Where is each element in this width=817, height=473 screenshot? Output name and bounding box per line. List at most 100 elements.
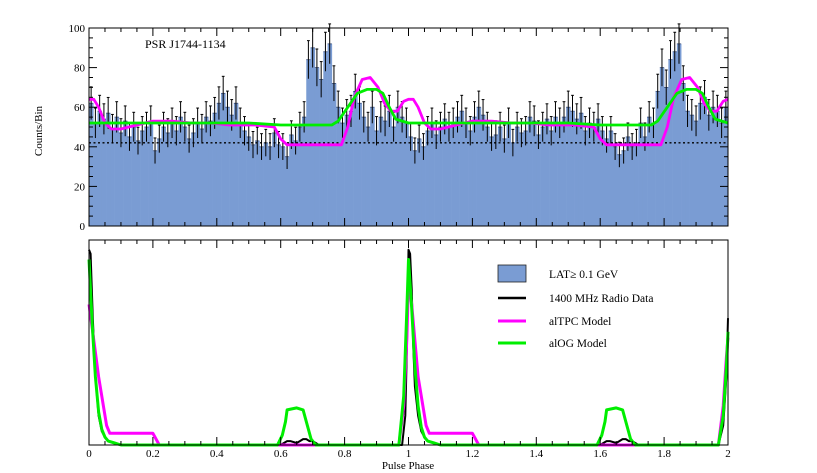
histogram-bar: [480, 115, 486, 226]
histogram-bar: [600, 130, 605, 226]
legend-label-lat: LAT≥ 0.1 GeV: [549, 269, 619, 281]
histogram-bar: [370, 107, 375, 226]
histogram-bars: [89, 43, 729, 227]
histogram-bar: [651, 123, 656, 226]
histogram-bar: [544, 119, 550, 226]
histogram-bar: [127, 136, 132, 226]
histogram-bar: [353, 91, 358, 226]
histogram-bar: [549, 130, 554, 226]
histogram-bar: [365, 127, 371, 226]
histogram-bar: [114, 117, 120, 226]
histogram-bar: [284, 156, 290, 226]
histogram-bar: [293, 140, 299, 226]
histogram-bar: [404, 123, 409, 226]
histogram-bar: [348, 111, 354, 226]
histogram-bar: [208, 121, 213, 226]
histogram-bar: [131, 127, 137, 226]
histogram-bar: [144, 127, 149, 226]
histogram-bar: [702, 97, 707, 226]
histogram-bar: [101, 119, 107, 226]
histogram-bar: [553, 117, 558, 226]
histogram-bar: [608, 130, 614, 226]
histogram-bar: [212, 113, 218, 226]
histogram-bar: [642, 136, 648, 226]
histogram-bar: [557, 123, 563, 226]
histogram-bar: [425, 130, 431, 226]
histogram-bar: [604, 138, 610, 226]
histogram-bar: [485, 127, 490, 226]
histogram-bar: [319, 79, 324, 226]
histogram-bar: [638, 123, 644, 226]
histogram-bar: [574, 119, 580, 226]
histogram-bar: [250, 144, 256, 226]
histogram-bar: [374, 130, 379, 226]
histogram-bar: [395, 107, 401, 226]
histogram-bar: [382, 121, 388, 226]
histogram-bar: [118, 132, 124, 226]
histogram-bar: [578, 113, 584, 226]
histogram-bar: [123, 121, 128, 226]
histogram-bar: [233, 103, 239, 226]
y-tick-label: 40: [74, 142, 86, 154]
histogram-bar: [140, 130, 145, 226]
bottom-axes: 0 0.2 0.4 0.6 0.8 1 1.2 1.4 1.6 1.8 2: [86, 240, 731, 460]
histogram-bar: [476, 107, 482, 226]
histogram-bar: [161, 127, 166, 226]
histogram-bar: [591, 127, 597, 226]
histogram-bar: [510, 142, 516, 226]
histogram-bar: [306, 59, 311, 227]
histogram-bar: [199, 128, 205, 226]
histogram-bar: [472, 117, 477, 226]
y-tick-label: 60: [74, 102, 86, 114]
histogram-bar: [148, 121, 154, 226]
histogram-bar: [191, 132, 196, 226]
histogram-bar: [489, 136, 494, 226]
histogram-bar: [468, 130, 473, 226]
histogram-bar: [583, 130, 588, 226]
y-tick-label: 80: [74, 63, 86, 75]
bottom-curve-alog-model: [87, 258, 730, 447]
histogram-bar: [698, 103, 703, 226]
histogram-bar: [630, 146, 635, 226]
histogram-bar: [229, 115, 235, 226]
x-tick-label: 1.2: [466, 448, 480, 460]
histogram-bar: [561, 117, 567, 226]
histogram-bar: [497, 127, 503, 226]
histogram-bar: [263, 142, 269, 226]
histogram-bar: [693, 121, 699, 226]
histogram-bar: [93, 123, 98, 226]
x-tick-label: 1.6: [593, 448, 607, 460]
pulsar-name-label: PSR J1744-1134: [145, 37, 226, 51]
histogram-bar: [412, 150, 418, 226]
histogram-bar: [706, 115, 712, 226]
histogram-bar: [280, 146, 286, 226]
histogram-bar: [719, 123, 725, 226]
histogram-bar: [438, 127, 443, 226]
histogram-bar: [621, 150, 627, 226]
top-panel: 0 20 40 60 80 100 PSR J1744-1134 Counts/Bin: [33, 23, 729, 233]
histogram-bar: [165, 132, 171, 226]
histogram-bar: [676, 43, 682, 227]
histogram-bar: [617, 154, 622, 226]
y-tick-label: 0: [80, 221, 86, 233]
x-tick-label: 0: [86, 448, 92, 460]
histogram-bar: [455, 117, 460, 226]
histogram-bar: [195, 123, 201, 226]
histogram-bar: [336, 107, 341, 226]
y-axis-label: Counts/Bin: [33, 105, 45, 156]
histogram-bar: [331, 83, 337, 226]
histogram-bar: [97, 111, 103, 226]
histogram-bar: [110, 128, 115, 226]
histogram-bar: [323, 51, 328, 227]
histogram-bar: [421, 146, 426, 226]
histogram-bar: [506, 123, 512, 226]
histogram-bar: [451, 123, 456, 226]
histogram-bar: [327, 43, 333, 227]
histogram-bar: [459, 111, 465, 226]
histogram-bar: [314, 67, 320, 226]
histogram-bar: [540, 127, 546, 226]
histogram-bar: [259, 146, 264, 226]
x-tick-label: 0.6: [274, 448, 288, 460]
histogram-bar: [502, 138, 507, 226]
